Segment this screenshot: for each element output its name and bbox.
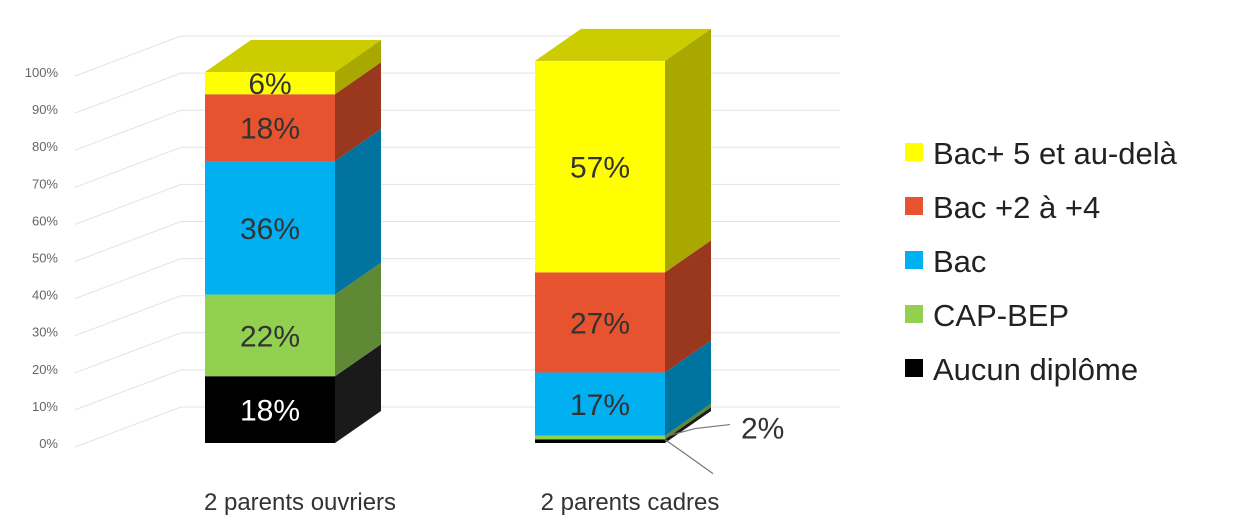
- legend-swatch: [905, 197, 923, 215]
- gridline-depth: [74, 35, 182, 77]
- annotation-leader: [664, 439, 714, 475]
- gridline-depth: [74, 146, 182, 188]
- legend-item-bac-5-et-au-dela: Bac+ 5 et au-delà: [905, 136, 1178, 171]
- bar-side: [335, 344, 381, 443]
- bar-side: [665, 240, 711, 373]
- annotations: 2%: [664, 413, 784, 475]
- bar-face: [205, 376, 335, 443]
- bar-face: [535, 272, 665, 373]
- legend-swatch: [905, 251, 923, 269]
- bar-face: [535, 435, 665, 440]
- bar-side: [335, 62, 381, 162]
- data-label: 27%: [570, 307, 630, 340]
- y-tick-label: 40%: [32, 288, 58, 303]
- bar-segment-aucun-diplome: [205, 344, 381, 443]
- legend-label: Aucun diplôme: [933, 352, 1138, 387]
- data-label: 18%: [240, 395, 300, 428]
- gridline-depth: [74, 332, 182, 374]
- y-axis: 0% 10% 20% 30% 40% 50% 60% 70% 80% 90% 100%: [25, 65, 59, 451]
- data-label: 18%: [240, 113, 300, 146]
- bar-face: [205, 94, 335, 162]
- gridline-depth: [74, 221, 182, 262]
- legend-label: Bac +2 à +4: [933, 190, 1100, 225]
- legend-item-cap-bep: CAP-BEP: [905, 298, 1069, 333]
- gridlines: [74, 35, 840, 448]
- annotation-leader: [664, 423, 731, 438]
- bar-segment-bac-2-a-4: [205, 62, 381, 162]
- data-label: 6%: [248, 68, 291, 101]
- data-label: 17%: [570, 389, 630, 422]
- bar-top: [205, 40, 381, 72]
- legend-label: CAP-BEP: [933, 298, 1069, 333]
- bar-segment-cap-bep: [205, 262, 381, 377]
- y-tick-label: 30%: [32, 325, 58, 340]
- bar-side: [665, 340, 711, 436]
- bar-top: [535, 28, 711, 61]
- bar-segment-bac-5-et-au-dela: [205, 40, 381, 95]
- y-tick-label: 20%: [32, 362, 58, 377]
- data-label: 36%: [240, 213, 300, 246]
- bar-face: [535, 372, 665, 436]
- data-label: 22%: [240, 320, 300, 353]
- y-tick-label: 60%: [32, 213, 58, 228]
- y-tick-label: 80%: [32, 139, 58, 154]
- bar-side: [335, 262, 381, 377]
- legend-label: Bac+ 5 et au-delà: [933, 136, 1178, 171]
- y-tick-label: 100%: [25, 65, 59, 80]
- y-tick-label: 0%: [39, 436, 58, 451]
- legend-swatch: [905, 305, 923, 323]
- gridline-depth: [74, 406, 182, 448]
- x-category-label: 2 parents cadres: [541, 489, 720, 516]
- bar-segment-bac-5-et-au-dela: [535, 28, 711, 273]
- data-labels: 18% 22% 36% 18% 6% 17% 27% 57%: [240, 68, 630, 427]
- gridline-depth: [74, 72, 182, 114]
- bar-side: [335, 129, 381, 295]
- legend-swatch: [905, 359, 923, 377]
- legend-swatch: [905, 143, 923, 161]
- x-category-label: 2 parents ouvriers: [204, 489, 396, 516]
- bar-face: [535, 60, 665, 273]
- bar-segment-bac: [205, 129, 381, 295]
- y-tick-label: 70%: [32, 176, 58, 191]
- data-label: 57%: [570, 152, 630, 185]
- y-tick-label: 50%: [32, 251, 58, 266]
- gridline-depth: [74, 369, 182, 411]
- annotation-label: 2%: [741, 413, 784, 446]
- bar-side: [665, 28, 711, 273]
- bar-side: [335, 40, 381, 95]
- legend: Bac+ 5 et au-delà Bac +2 à +4 Bac CAP-BEP Au…: [905, 136, 1178, 387]
- legend-item-aucun-diplome: Aucun diplôme: [905, 352, 1138, 387]
- bar-face: [535, 439, 665, 443]
- gridline-depth: [74, 183, 182, 225]
- y-tick-label: 10%: [32, 399, 58, 414]
- bar-segment-bac-2-a-4: [535, 240, 711, 373]
- legend-item-bac-2-a-4: Bac +2 à +4: [905, 190, 1100, 225]
- bar-face: [205, 161, 335, 295]
- bars: [205, 28, 711, 443]
- gridline-depth: [74, 258, 182, 300]
- bar-segment-bac: [535, 340, 711, 436]
- gridline-depth: [74, 109, 182, 151]
- bar-side: [665, 403, 711, 440]
- y-tick-label: 90%: [32, 102, 58, 117]
- legend-label: Bac: [933, 244, 986, 279]
- bar-face: [205, 72, 335, 95]
- bar-face: [205, 294, 335, 377]
- gridline-depth: [74, 295, 182, 337]
- legend-item-bac: Bac: [905, 244, 986, 279]
- x-axis: 2 parents ouvriers 2 parents cadres: [204, 489, 719, 516]
- bar-segment-cap-bep: [535, 403, 711, 440]
